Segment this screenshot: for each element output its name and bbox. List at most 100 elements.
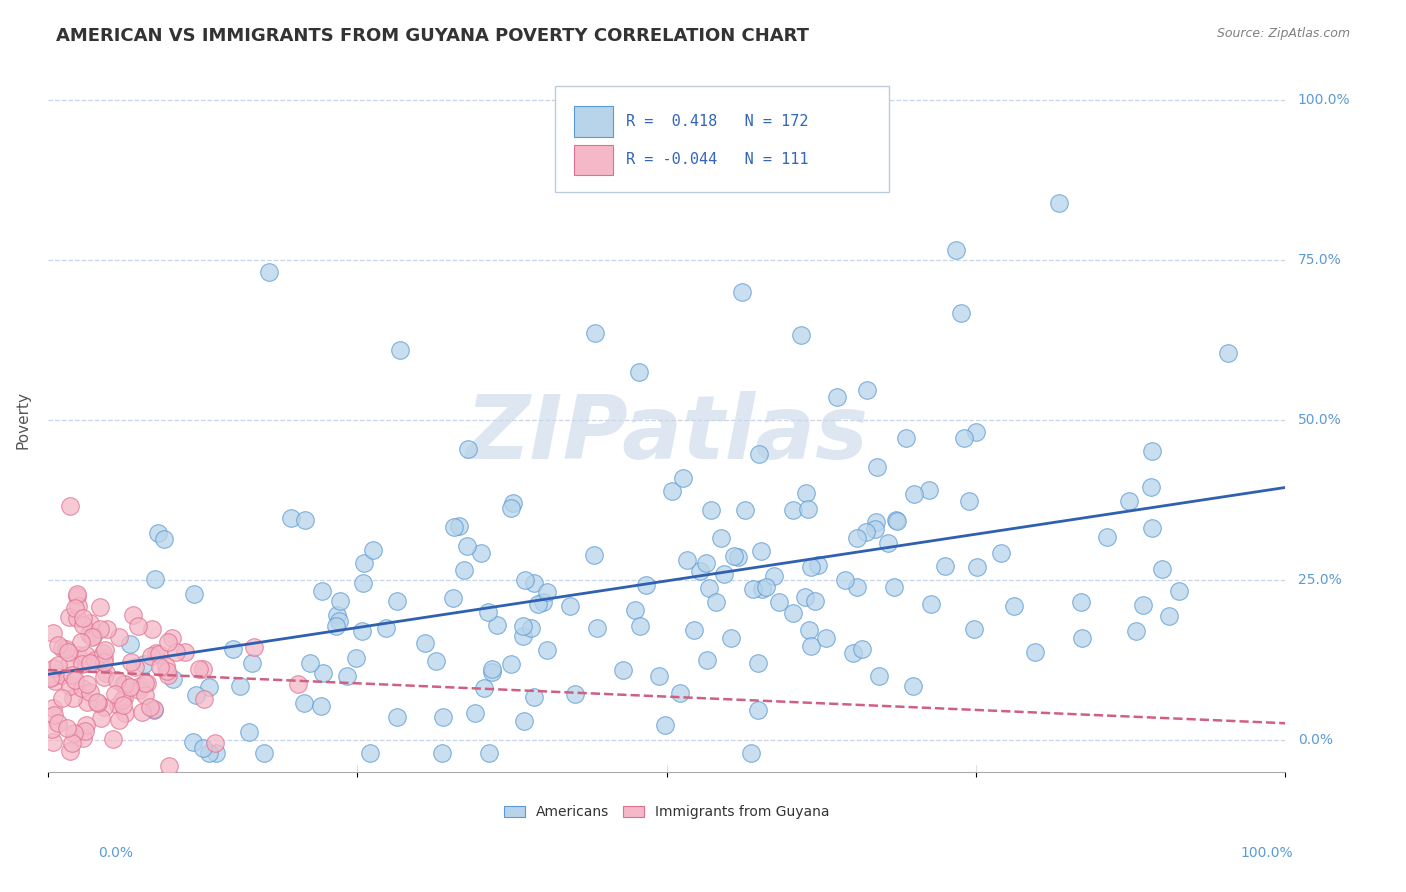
Point: [1095, 530, 1118, 544]
Point: [253, 746, 276, 760]
Point: [842, 647, 865, 661]
Point: [136, 675, 159, 690]
Point: [287, 676, 309, 690]
Text: AMERICAN VS IMMIGRANTS FROM GUYANA POVERTY CORRELATION CHART: AMERICAN VS IMMIGRANTS FROM GUYANA POVER…: [56, 27, 810, 45]
Point: [583, 326, 606, 340]
Point: [846, 531, 869, 545]
Point: [197, 681, 219, 695]
Point: [953, 431, 976, 445]
Point: [79, 656, 101, 670]
Point: [432, 709, 454, 723]
Point: [59, 500, 82, 514]
Point: [1002, 599, 1025, 613]
Point: [586, 621, 609, 635]
Point: [156, 668, 179, 682]
Point: [768, 595, 790, 609]
Point: [44, 673, 66, 688]
Point: [76, 695, 98, 709]
Point: [134, 657, 156, 671]
Point: [280, 511, 302, 525]
Point: [148, 648, 170, 662]
Point: [558, 599, 581, 613]
Point: [834, 573, 856, 587]
Point: [430, 746, 453, 760]
Point: [513, 573, 536, 587]
Point: [855, 524, 877, 539]
Point: [193, 692, 215, 706]
Point: [668, 686, 690, 700]
Point: [866, 460, 889, 475]
Point: [328, 615, 350, 629]
Text: 25.0%: 25.0%: [1298, 574, 1341, 587]
Point: [526, 597, 548, 611]
Point: [122, 607, 145, 622]
Point: [612, 663, 634, 677]
Point: [447, 519, 470, 533]
Point: [387, 710, 409, 724]
Point: [825, 390, 848, 404]
Point: [59, 679, 82, 693]
Point: [634, 578, 657, 592]
Point: [350, 624, 373, 638]
Point: [799, 624, 821, 638]
Point: [782, 503, 804, 517]
Point: [41, 734, 63, 748]
Point: [1168, 584, 1191, 599]
Point: [727, 550, 749, 565]
Point: [91, 646, 114, 660]
Point: [141, 623, 163, 637]
Point: [105, 673, 128, 688]
Point: [66, 611, 89, 625]
Point: [312, 665, 335, 680]
Point: [868, 669, 890, 683]
Point: [710, 531, 733, 545]
Point: [145, 646, 167, 660]
Point: [747, 656, 769, 670]
Point: [800, 639, 823, 653]
Point: [66, 587, 89, 601]
Point: [683, 623, 706, 637]
Point: [205, 746, 228, 760]
Point: [800, 559, 823, 574]
Point: [204, 736, 226, 750]
Point: [748, 447, 770, 461]
Point: [747, 703, 769, 717]
Point: [945, 243, 967, 257]
Point: [124, 660, 146, 674]
Point: [107, 698, 129, 712]
Point: [326, 608, 349, 623]
Point: [628, 618, 651, 632]
Point: [41, 625, 63, 640]
Text: R = -0.044   N = 111: R = -0.044 N = 111: [626, 153, 808, 168]
Point: [353, 556, 375, 570]
Text: ZIPatlas: ZIPatlas: [465, 391, 868, 478]
Point: [456, 539, 478, 553]
Point: [1140, 480, 1163, 494]
Point: [734, 503, 756, 517]
Point: [128, 683, 150, 698]
Point: [782, 606, 804, 620]
Point: [155, 659, 177, 673]
Point: [865, 515, 887, 529]
Point: [359, 746, 381, 760]
Point: [856, 383, 879, 397]
Point: [628, 365, 651, 379]
Point: [531, 595, 554, 609]
Point: [42, 700, 65, 714]
Point: [413, 636, 436, 650]
Point: [181, 734, 204, 748]
Point: [94, 642, 117, 657]
Point: [689, 564, 711, 578]
Point: [174, 645, 197, 659]
Point: [1140, 521, 1163, 535]
Point: [513, 714, 536, 729]
Point: [75, 656, 97, 670]
Point: [807, 558, 830, 573]
Point: [723, 549, 745, 563]
Point: [70, 681, 93, 695]
FancyBboxPatch shape: [555, 87, 890, 192]
Point: [294, 513, 316, 527]
Point: [990, 546, 1012, 560]
Point: [957, 493, 980, 508]
Point: [536, 643, 558, 657]
